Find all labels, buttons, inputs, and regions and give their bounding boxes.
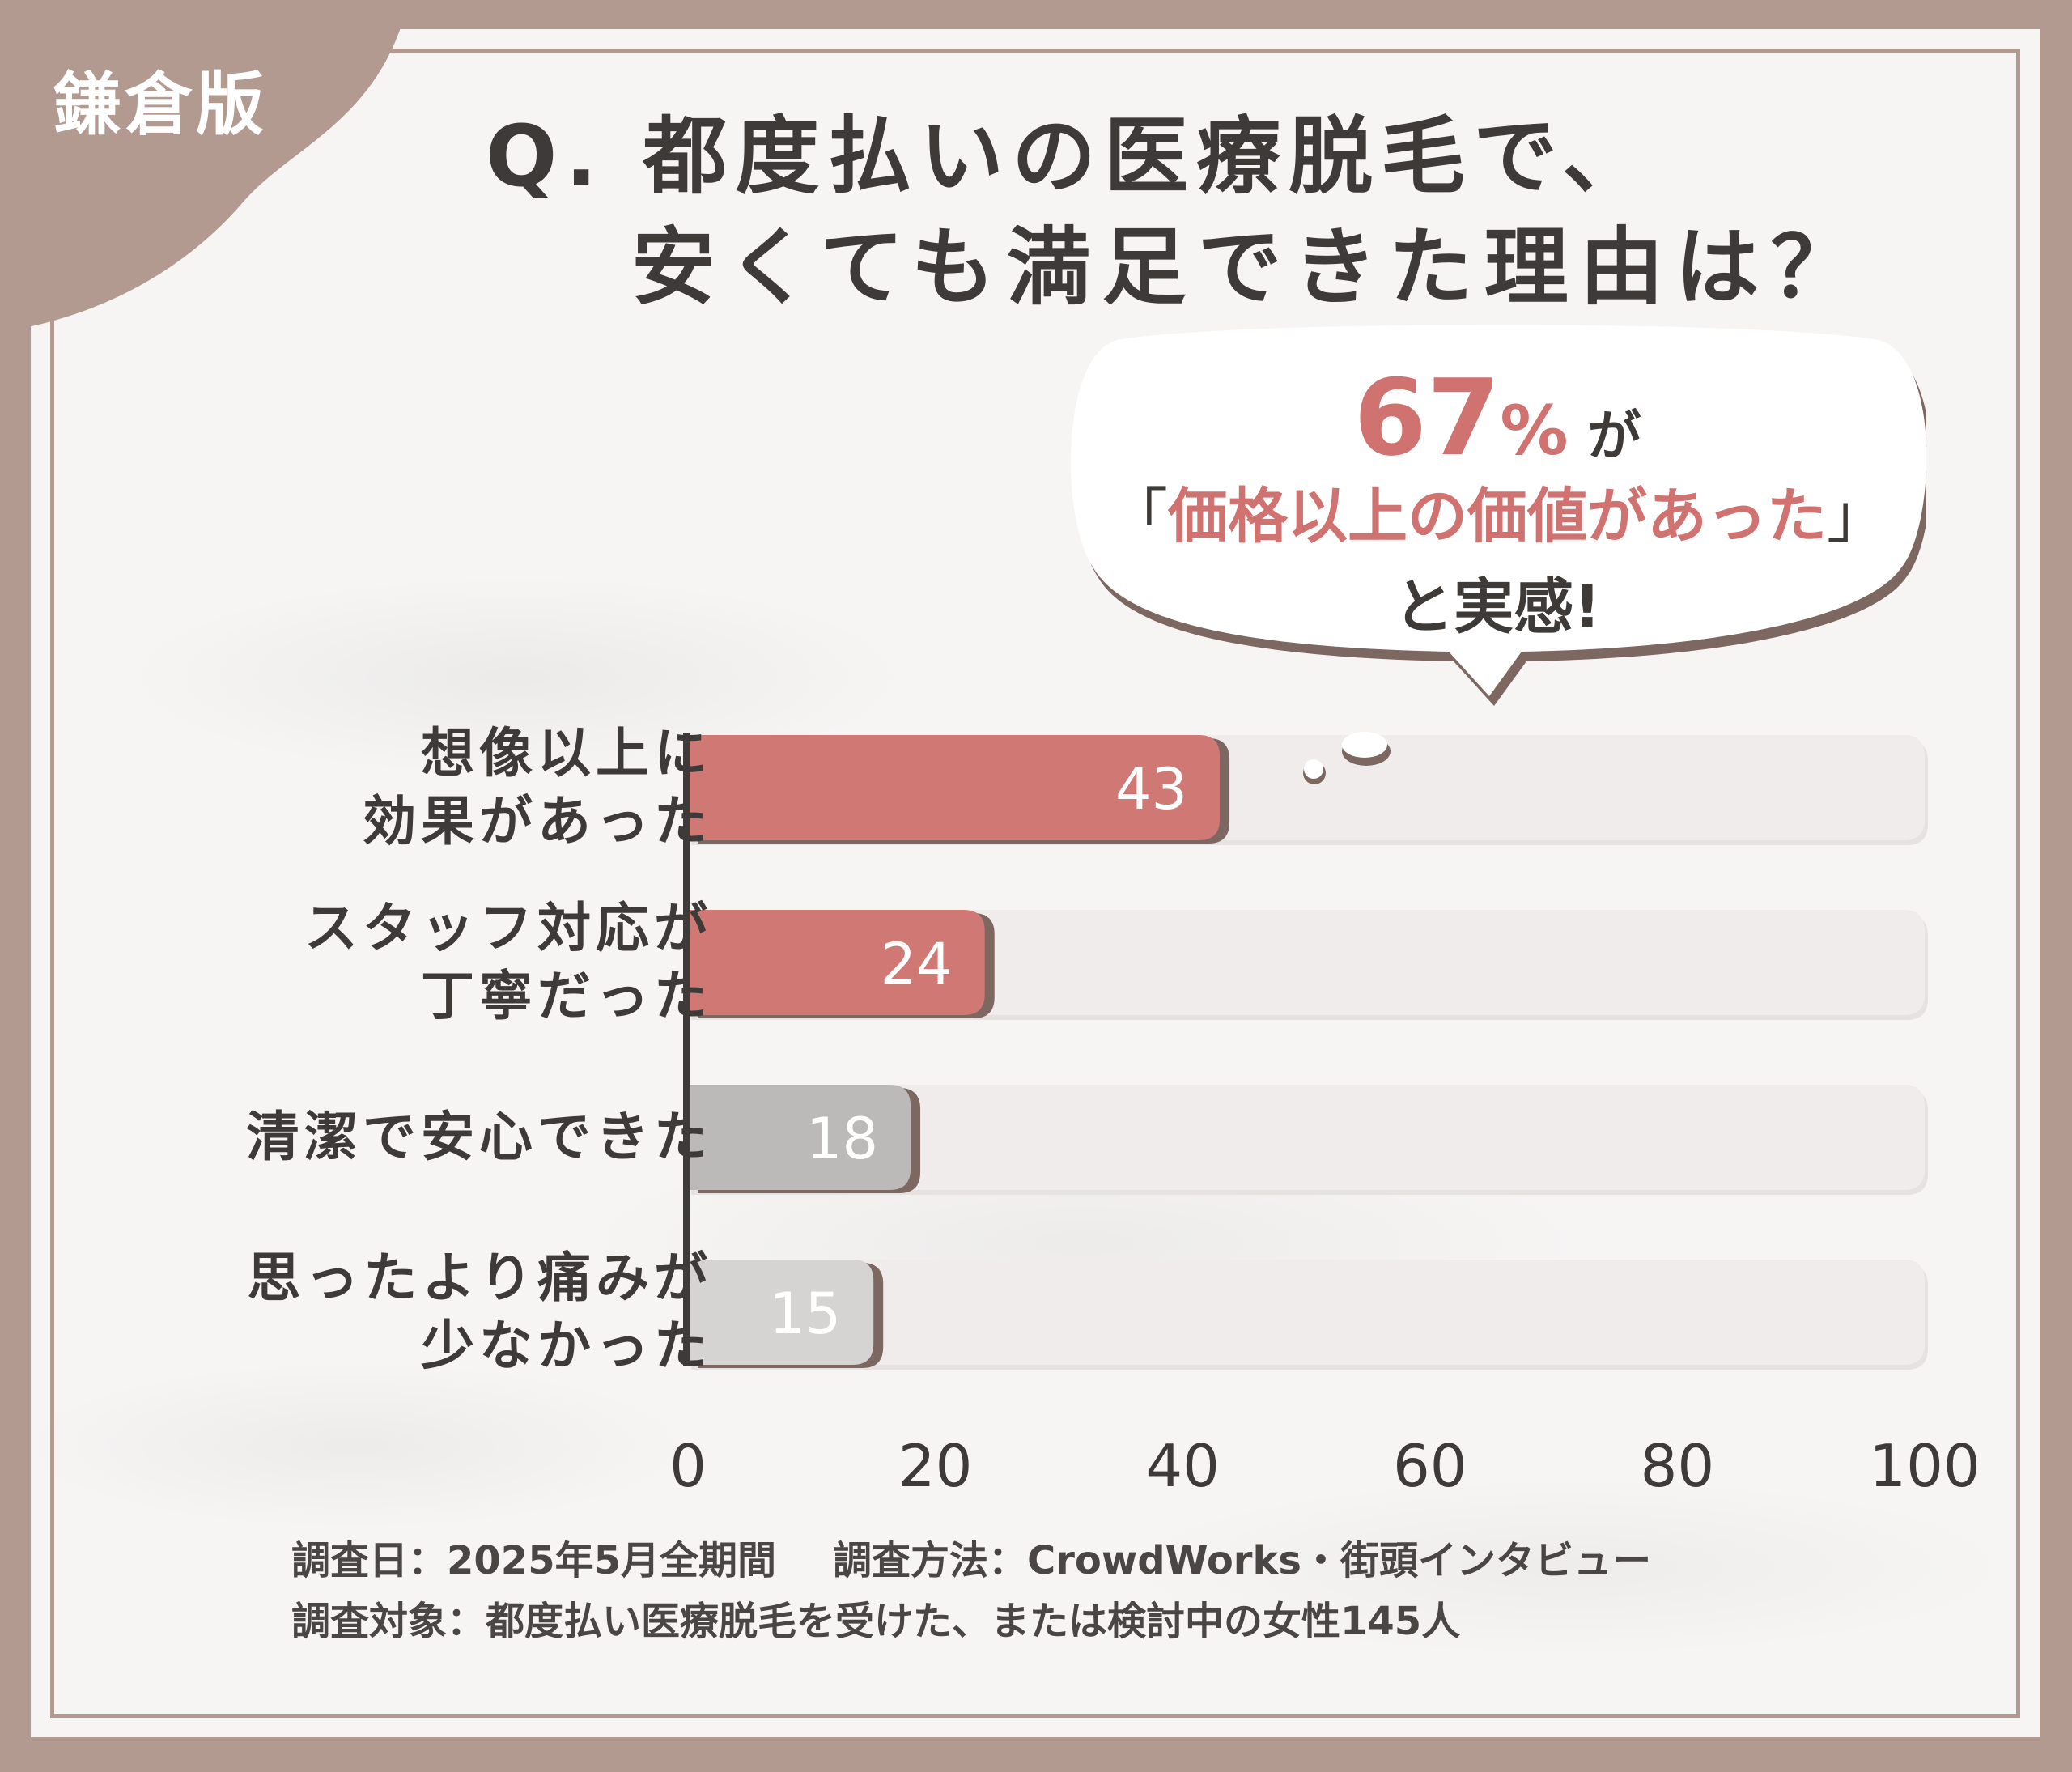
category-label: 思ったより痛みが 少なかった <box>247 1244 712 1380</box>
bubble-dot-small <box>1304 759 1323 779</box>
category-label-line: 思ったより痛みが <box>247 1247 712 1309</box>
title-line-1: Q. 都度払いの医療脱毛で、 <box>486 107 1654 206</box>
bar-track <box>688 1260 1925 1365</box>
category-label-line: 清潔で安心できた <box>246 1106 712 1168</box>
survey-method: 調査方法：CrowdWorks・街頭インタビュー <box>833 1538 1651 1583</box>
callout-close-bracket: 」 <box>1827 482 1887 551</box>
category-label-line: 想像以上に <box>421 722 712 784</box>
category-label: 清潔で安心できた <box>246 1103 712 1171</box>
callout-tail: と実感! <box>1394 572 1601 642</box>
bar <box>688 1085 911 1190</box>
x-tick-label: 0 <box>669 1432 707 1500</box>
x-tick-label: 100 <box>1869 1432 1980 1500</box>
bar-value-label: 15 <box>769 1281 841 1347</box>
x-tick-label: 80 <box>1641 1432 1715 1500</box>
bubble-dot <box>1342 732 1387 758</box>
callout-percent-line: 67% が <box>1068 356 1926 479</box>
category-label: スタッフ対応が 丁寧だった <box>304 894 712 1030</box>
infographic-card <box>31 29 2040 1737</box>
bar <box>688 910 985 1015</box>
title-line-2: 安くても満足できた理由は？ <box>631 218 1866 317</box>
bar-track <box>688 910 1925 1015</box>
category-label-line: 少なかった <box>421 1315 712 1377</box>
survey-date: 調査日：2025年5月全期間 <box>291 1538 776 1583</box>
footer-line-1: 調査日：2025年5月全期間 調査方法：CrowdWorks・街頭インタビュー <box>291 1528 1651 1585</box>
callout-suffix: が <box>1587 405 1641 467</box>
bar-value-label: 18 <box>806 1106 878 1172</box>
callout-percent: 67 <box>1353 356 1501 479</box>
callout-percent-sign: % <box>1500 391 1569 470</box>
callout-quote-line: 「価格以上の価値があった」 <box>1068 468 1926 555</box>
bar <box>688 735 1221 840</box>
bar-value-label: 24 <box>881 931 953 997</box>
corner-badge-shape <box>0 0 409 332</box>
category-label: 想像以上に 効果があった <box>363 720 712 856</box>
region-badge: 鎌倉版 <box>53 65 268 144</box>
y-axis-line <box>683 733 690 1366</box>
x-tick-label: 40 <box>1145 1432 1220 1500</box>
bar <box>688 1260 874 1365</box>
category-label-line: 効果があった <box>363 790 712 852</box>
x-tick-label: 60 <box>1393 1432 1467 1500</box>
callout-open-bracket: 「 <box>1108 482 1168 551</box>
bar-track <box>688 1085 1925 1190</box>
speech-bubble <box>1070 325 1926 706</box>
x-tick-label: 20 <box>898 1432 973 1500</box>
category-label-line: スタッフ対応が <box>304 897 712 959</box>
survey-target: 調査対象：都度払い医療脱毛を受けた、または検討中の女性145人 <box>291 1599 1461 1644</box>
bar-value-label: 43 <box>1115 756 1187 822</box>
callout-quote: 価格以上の価値があった <box>1168 482 1827 551</box>
category-label-line: 丁寧だった <box>421 965 712 1027</box>
